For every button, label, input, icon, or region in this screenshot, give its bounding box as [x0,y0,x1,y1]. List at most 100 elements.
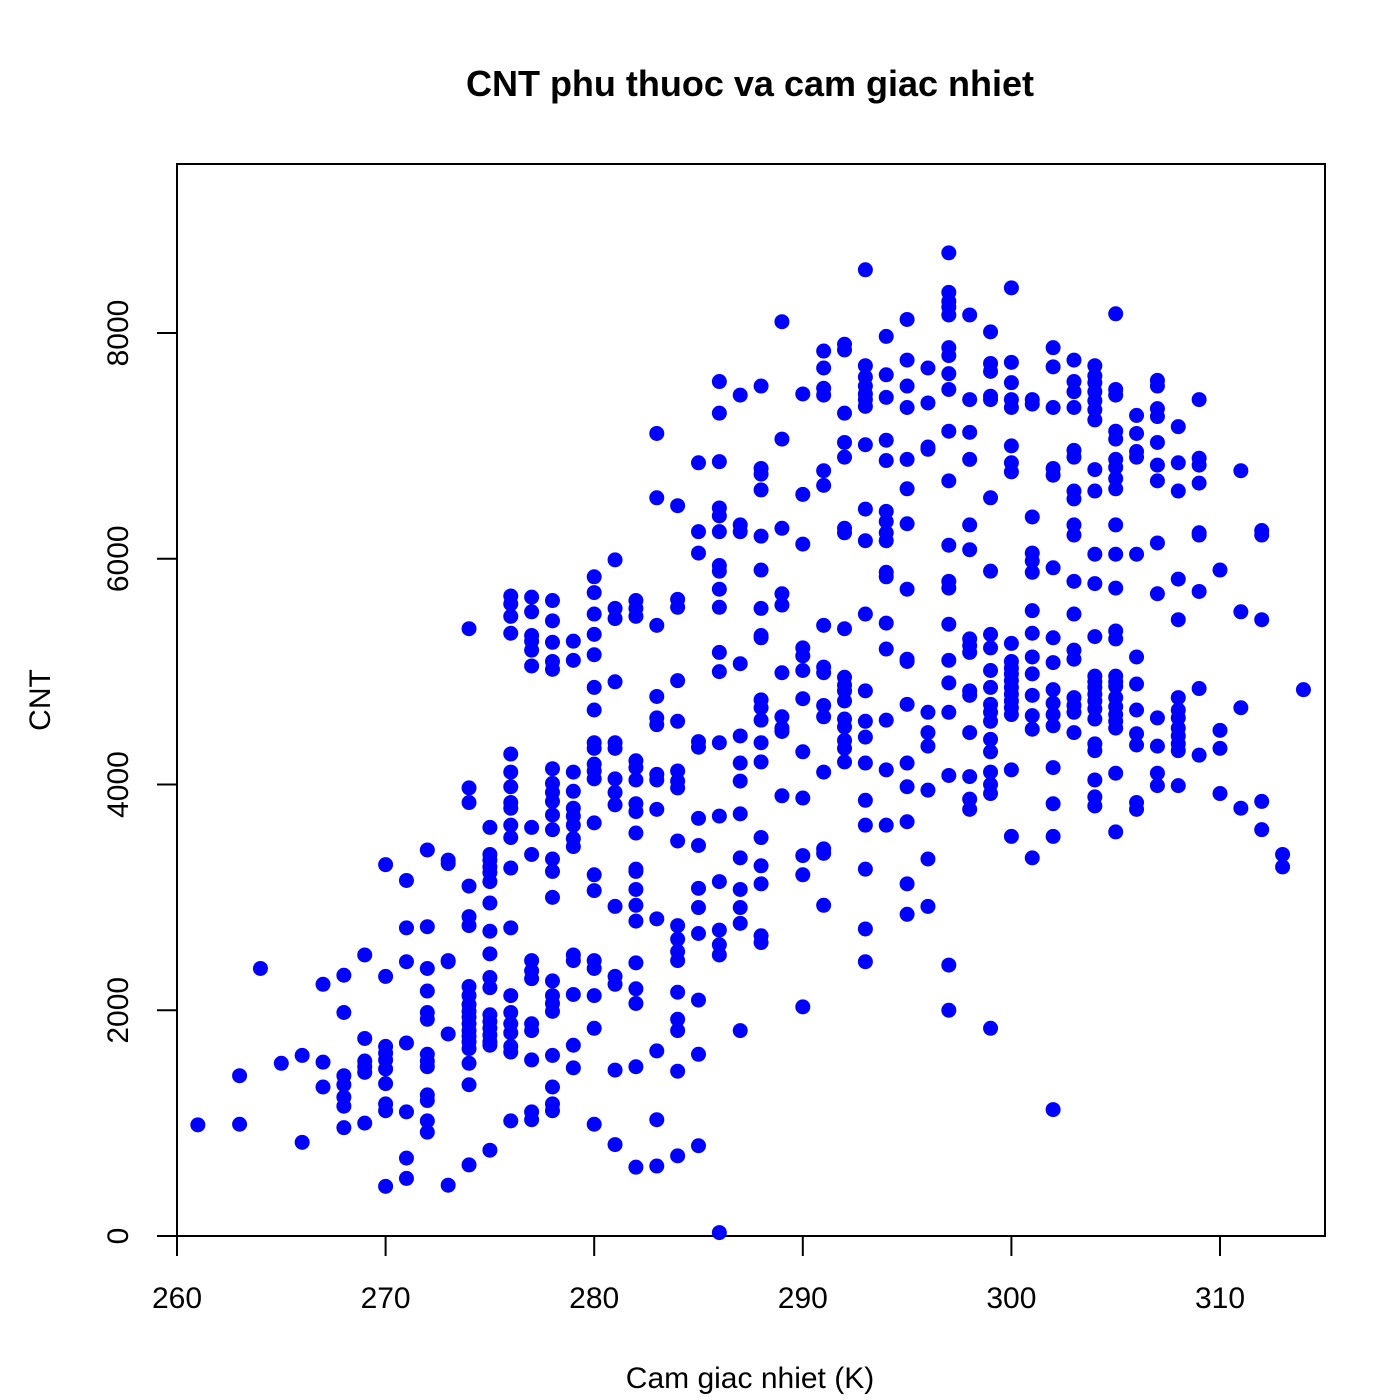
data-point [691,880,706,896]
data-point [607,740,623,756]
data-point [544,761,560,777]
data-point [461,1157,477,1173]
data-point [1149,765,1165,781]
data-point [524,1112,540,1128]
data-point [816,617,832,633]
data-point [1024,509,1040,525]
data-point [1170,778,1186,794]
data-point [691,992,706,1008]
y-tick-label: 4000 [102,751,135,818]
data-point [732,728,748,744]
data-point [544,851,560,867]
data-point [628,804,644,820]
data-point [398,1035,414,1051]
data-point [419,1093,435,1109]
data-point [857,683,873,699]
data-point [1108,631,1124,647]
data-point [670,713,686,729]
data-point [941,675,957,691]
data-point [1003,464,1019,480]
data-point [503,1005,519,1021]
data-point [1045,655,1061,671]
data-point [732,900,748,916]
data-point [398,1170,414,1186]
data-point [711,664,727,680]
x-tick-label: 290 [778,1282,828,1315]
data-point [920,360,936,376]
y-tick-label: 8000 [102,300,135,367]
data-point [711,922,727,938]
data-point [1108,459,1124,475]
data-point [1254,822,1270,838]
data-point [544,793,560,809]
data-point [795,867,811,883]
data-point [1170,571,1186,587]
data-point [482,1142,498,1158]
data-point [1066,384,1082,400]
data-point [1108,765,1124,781]
data-point [795,790,811,806]
data-point [670,673,686,689]
data-point [732,524,748,540]
data-point [1149,778,1165,794]
data-point [941,537,957,553]
data-point [1191,475,1207,491]
data-point [607,976,623,992]
data-point [753,630,769,646]
data-point [378,968,394,984]
data-point [544,1003,560,1019]
data-point [357,1030,373,1046]
data-point [607,1062,623,1078]
data-point [1149,710,1165,726]
data-point [1170,419,1186,435]
data-point [419,1124,435,1140]
data-point [670,780,686,796]
data-point [816,845,832,861]
data-point [711,508,727,524]
x-axis: 260 270 280 290 300 310 [152,1235,1245,1315]
data-point [878,432,894,448]
data-point [670,498,686,514]
data-point [1295,682,1311,698]
data-point [461,1077,477,1093]
data-point [795,744,811,760]
data-point [503,1044,519,1060]
data-point [899,451,915,467]
data-point [503,817,519,833]
data-point [544,593,560,609]
data-point [878,641,894,657]
data-point [983,662,999,678]
data-point [691,1046,706,1062]
data-point [962,725,978,741]
data-point [732,387,748,403]
data-point [878,514,894,530]
data-point [774,723,790,739]
data-point [816,463,832,479]
data-point [315,1054,331,1070]
data-point [774,665,790,681]
data-point [920,898,936,914]
data-point [1066,449,1082,465]
data-point [607,674,623,690]
data-point [565,986,581,1002]
data-point [232,1116,248,1132]
data-point [753,876,769,892]
data-point [983,363,999,379]
data-point [899,352,915,368]
data-point [419,1113,435,1129]
data-point [607,1137,623,1153]
data-point [586,867,602,883]
data-point [440,954,456,970]
data-point [336,1077,352,1093]
data-point [378,1103,394,1119]
data-point [711,405,727,421]
data-point [419,1011,435,1027]
data-point [503,625,519,641]
data-point [586,626,602,642]
data-point [1129,449,1145,465]
data-point [586,1020,602,1036]
data-point [920,738,936,754]
data-point [1149,434,1165,450]
data-point [857,792,873,808]
data-point [732,656,748,672]
